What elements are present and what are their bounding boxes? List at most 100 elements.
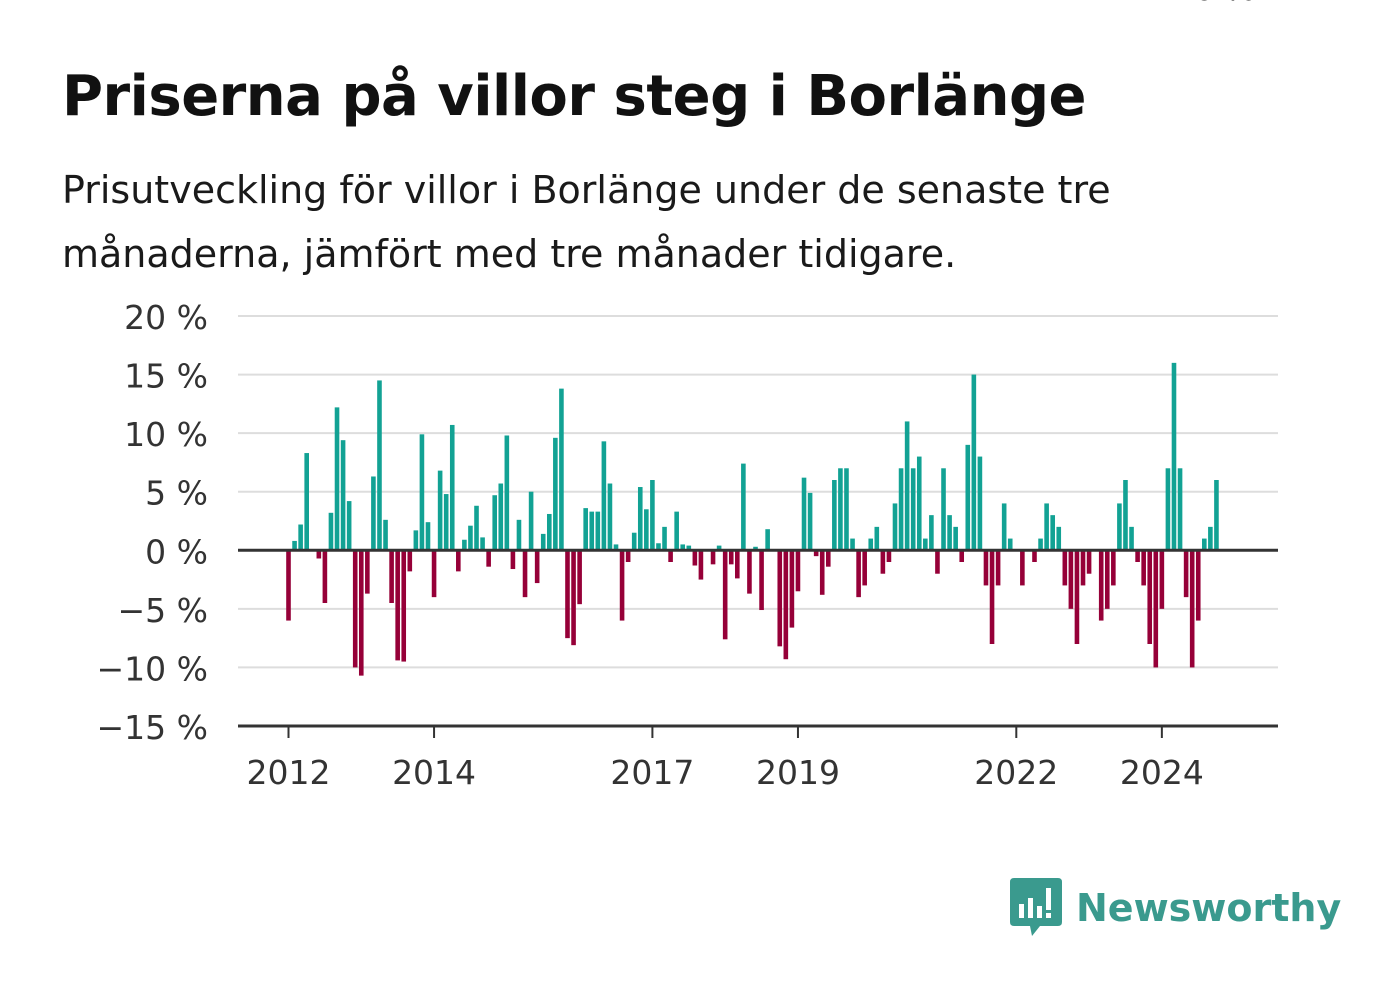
bar-positive [613,544,619,551]
bar-negative [1195,550,1201,621]
bar-negative [728,550,734,565]
bar-positive [644,509,649,551]
bar-negative [1159,550,1165,609]
bar-positive [892,503,898,551]
bar-negative [486,550,491,567]
bar-negative [286,550,291,621]
bar-positive [1171,362,1177,551]
bar-positive [1214,480,1219,551]
bar-positive [716,545,722,551]
bar-negative [456,550,461,572]
bar-positive [850,538,855,551]
bar-negative [1153,550,1159,668]
bar-positive [929,515,934,551]
bar-negative [959,550,965,562]
bar-positive [753,546,758,551]
brand-name: Newsworthy [1076,886,1342,930]
bar-positive [462,539,467,551]
x-tick-label: 2014 [392,753,476,792]
bar-positive [838,468,843,551]
bar-positive [449,424,455,551]
bar-negative [534,550,540,584]
bar-positive [583,508,588,551]
bar-positive [1123,480,1128,551]
bar-negative [886,550,892,562]
bar-negative [722,550,728,640]
bar-negative [1074,550,1080,644]
bar-positive [1117,503,1122,551]
bar-positive [480,537,485,551]
bar-negative [710,550,716,565]
bar-positive [910,468,916,551]
bar-negative [819,550,825,595]
y-tick-label: −15 % [97,708,209,747]
bar-positive [904,421,910,551]
bar-negative [825,550,831,567]
bar-positive [650,480,655,551]
bar-negative [1098,550,1104,621]
bar-negative [510,550,516,570]
bar-negative [983,550,989,586]
bar-positive [765,529,770,551]
bar-negative [1147,550,1153,644]
bar-negative [789,550,795,628]
bar-positive [492,495,498,551]
bar-negative [783,550,789,660]
bar-negative [1183,550,1189,598]
bar-positive [559,388,564,551]
bar-negative [395,550,400,661]
x-tick-label: 2012 [247,753,331,792]
bar-positive [553,437,558,551]
bar-positive [468,525,473,551]
bar-negative [565,550,570,639]
bar-positive [832,480,837,551]
bar-positive [601,441,607,551]
bar-negative [316,550,322,559]
bar-positive [1202,538,1207,551]
bar-negative [1068,550,1074,609]
bar-positive [292,540,297,551]
bar-positive [971,374,977,551]
bar-positive [1007,538,1013,551]
bar-positive [443,494,449,551]
bar-positive [589,511,595,551]
bar-positive [923,538,928,551]
brand-logo: Newsworthy [1010,878,1341,938]
bar-positive [898,468,904,551]
bar-negative [1104,550,1110,609]
bar-positive [1056,526,1062,551]
bar-negative [625,550,631,562]
bar-positive [741,463,746,551]
x-tick-label: 2019 [756,753,840,792]
y-tick-label: 0 % [145,532,208,571]
newsworthy-logo-icon [1010,878,1062,936]
bar-negative [759,550,764,611]
latest-value-label: 6 % [1193,0,1256,8]
bar-negative [1020,550,1025,586]
bar-positive [498,483,504,551]
bar-negative [989,550,995,644]
bar-positive [1001,503,1007,551]
bar-negative [995,550,1001,586]
bar-negative [856,550,861,598]
bar-positive [328,512,334,551]
bar-negative [401,550,407,662]
bar-positive [377,380,382,551]
bar-positive [656,543,661,551]
y-tick-label: −5 % [118,591,209,630]
bar-negative [668,550,673,562]
bar-negative [1111,550,1116,586]
bar-positive [413,530,419,551]
bar-positive [941,468,946,551]
bar-positive [437,470,443,551]
bar-negative [813,550,819,557]
y-tick-label: −10 % [97,649,209,688]
bar-positive [916,456,922,551]
bar-positive [304,453,309,551]
bar-positive [1050,515,1055,551]
x-tick-label: 2022 [974,753,1058,792]
bar-negative [365,550,370,594]
bar-negative [1062,550,1068,586]
bar-positive [844,468,849,551]
bar-negative [880,550,886,574]
